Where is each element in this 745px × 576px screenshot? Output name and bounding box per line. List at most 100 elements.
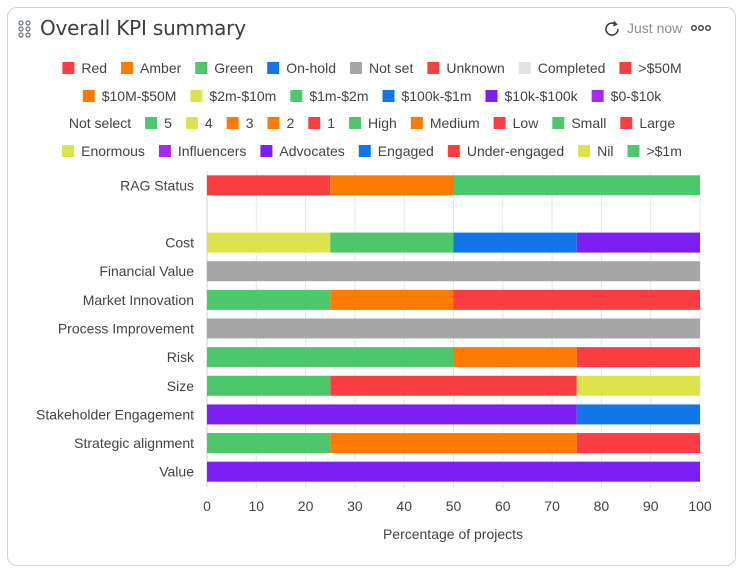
legend-item[interactable]: $2m-$10m <box>190 88 276 104</box>
legend-swatch <box>308 117 321 129</box>
bar-segment[interactable] <box>576 347 700 368</box>
legend-item[interactable]: >$50M <box>619 60 682 76</box>
x-tick-label: 30 <box>347 498 363 514</box>
bar-segment[interactable] <box>207 461 700 482</box>
category-label: Strategic alignment <box>74 435 194 451</box>
legend-label: Green <box>214 60 253 76</box>
refresh-icon[interactable] <box>602 19 622 39</box>
widget-header: Overall KPI summary Just now <box>8 8 735 48</box>
legend-item[interactable]: Not select <box>69 115 131 131</box>
bar-segment[interactable] <box>207 232 331 253</box>
legend-item[interactable]: Under-engaged <box>447 143 564 159</box>
legend-swatch <box>349 117 362 129</box>
bar-segment[interactable] <box>207 375 331 396</box>
legend-swatch <box>62 145 75 157</box>
category-label: Stakeholder Engagement <box>36 406 194 422</box>
legend-item[interactable]: Low <box>493 115 540 131</box>
legend-label: Advocates <box>279 143 344 159</box>
category-label: Process Improvement <box>58 321 194 337</box>
legend-item[interactable]: Green <box>195 60 253 76</box>
bar-segment[interactable] <box>576 232 700 253</box>
bar-segment[interactable] <box>453 289 701 310</box>
category-label: RAG Status <box>120 177 194 193</box>
last-updated-label[interactable]: Just now <box>627 20 683 36</box>
legend-item[interactable]: $10k-$100k <box>485 88 579 104</box>
bar-segment[interactable] <box>576 433 700 454</box>
legend-label: Under-engaged <box>467 143 564 159</box>
legend-label: 1 <box>327 115 335 131</box>
legend-item[interactable]: 3 <box>226 115 254 131</box>
legend-label: 5 <box>164 115 172 131</box>
bar-segment[interactable] <box>207 404 577 425</box>
bar-segment[interactable] <box>330 232 454 253</box>
bar-segment[interactable] <box>207 433 331 454</box>
bar-segment[interactable] <box>576 404 700 425</box>
chart-x-ticks: 0 10 20 30 40 50 60 70 80 90 100 <box>203 498 712 514</box>
legend-swatch <box>591 90 604 102</box>
x-tick-label: 70 <box>544 498 560 514</box>
bar-segment[interactable] <box>330 433 577 454</box>
category-label: Market Innovation <box>83 292 194 308</box>
bar-segment[interactable] <box>207 175 331 196</box>
legend-item[interactable]: Red <box>62 60 107 76</box>
bar-segment[interactable] <box>330 175 454 196</box>
legend-item[interactable]: $100k-$1m <box>382 88 472 104</box>
legend-item[interactable]: Influencers <box>158 143 246 159</box>
legend-item[interactable]: Medium <box>410 115 480 131</box>
legend-label: Not select <box>69 115 131 131</box>
bar-segment[interactable] <box>207 347 454 368</box>
bar-segment[interactable] <box>453 175 701 196</box>
legend-item[interactable]: Nil <box>578 143 613 159</box>
category-label: Value <box>159 464 194 480</box>
legend-swatch <box>493 117 506 129</box>
category-label: Size <box>167 378 194 394</box>
legend-item[interactable]: On-hold <box>267 60 336 76</box>
legend-item[interactable]: Advocates <box>260 143 345 159</box>
x-tick-label: 80 <box>594 498 610 514</box>
legend-label: Nil <box>597 143 613 159</box>
more-options-icon[interactable] <box>690 21 712 35</box>
legend-label: Low <box>513 115 540 131</box>
legend-swatch <box>552 117 565 129</box>
legend-swatch <box>145 117 158 129</box>
legend-item[interactable]: 2 <box>267 115 294 131</box>
legend-item[interactable]: Unknown <box>427 60 505 76</box>
chart-category-labels: RAG Status Cost Financial Value Market Inno… <box>36 177 195 479</box>
legend-swatch <box>447 145 460 157</box>
legend-item[interactable]: Engaged <box>358 143 434 159</box>
bar-segment[interactable] <box>453 347 577 368</box>
legend-item[interactable]: 5 <box>145 115 172 131</box>
legend-item[interactable]: 4 <box>185 115 213 131</box>
bar-segment[interactable] <box>207 318 700 339</box>
bar-segment[interactable] <box>576 375 700 396</box>
bar-segment[interactable] <box>453 232 577 253</box>
legend-label: 2 <box>286 115 294 131</box>
legend-item[interactable]: High <box>349 115 397 131</box>
legend-label: >$1m <box>646 143 681 159</box>
legend-item[interactable]: $0-$10k <box>591 88 663 104</box>
legend-item[interactable]: Not set <box>350 60 413 76</box>
legend-label: Engaged <box>378 143 434 159</box>
legend-item[interactable]: 1 <box>308 115 335 131</box>
legend-swatch <box>190 90 203 102</box>
legend-item[interactable]: Enormous <box>62 143 145 159</box>
bar-segment[interactable] <box>207 289 331 310</box>
legend-label: Influencers <box>178 143 246 159</box>
legend-item[interactable]: Amber <box>121 60 182 76</box>
legend-item[interactable]: Small <box>552 115 606 131</box>
legend-swatch <box>267 62 280 74</box>
drag-handle-icon[interactable] <box>17 20 33 38</box>
bar-segment[interactable] <box>207 261 700 282</box>
legend-item[interactable]: Large <box>620 115 675 131</box>
bar-segment[interactable] <box>330 375 577 396</box>
legend-swatch <box>427 62 440 74</box>
legend-item[interactable]: $1m-$2m <box>290 88 368 104</box>
legend-swatch <box>267 117 280 129</box>
legend-label: On-hold <box>286 60 336 76</box>
legend-swatch <box>82 90 95 102</box>
legend-item[interactable]: >$1m <box>627 143 682 159</box>
bar-segment[interactable] <box>330 289 454 310</box>
legend-item[interactable]: $10M-$50M <box>82 88 177 104</box>
legend-label: Amber <box>140 60 182 76</box>
legend-item[interactable]: Completed <box>518 60 606 76</box>
